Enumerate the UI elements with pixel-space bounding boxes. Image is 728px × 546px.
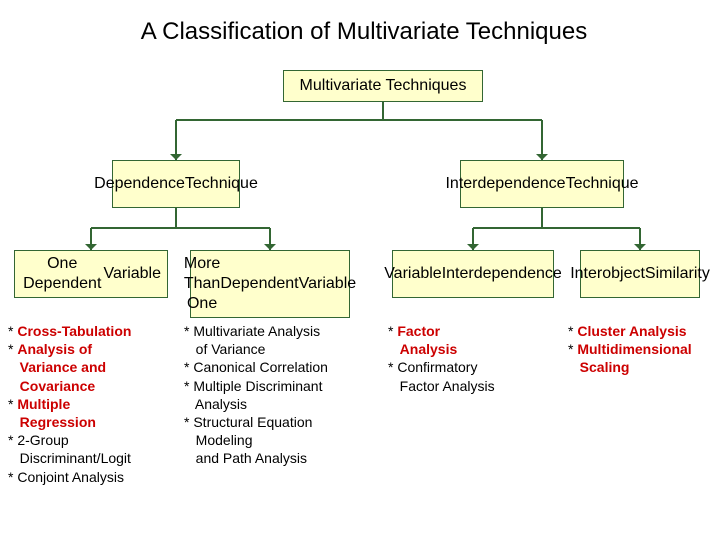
list-item: * Multidimensional <box>568 340 692 358</box>
node-label-line: Interdependence <box>445 174 565 194</box>
node-label-line: Dependence <box>94 174 185 194</box>
list-item: Analysis <box>184 395 328 413</box>
list-item: Regression <box>8 413 131 431</box>
list-item: Discriminant/Logit <box>8 449 131 467</box>
node-label-line: Variable <box>299 274 357 294</box>
node-dependence: DependenceTechnique <box>112 160 240 208</box>
list-item: and Path Analysis <box>184 449 328 467</box>
node-interdependence: InterdependenceTechnique <box>460 160 624 208</box>
list-item: * 2-Group <box>8 431 131 449</box>
list-item: Modeling <box>184 431 328 449</box>
node-variable-interdependence: VariableInterdependence <box>392 250 554 298</box>
list-item: Variance and <box>8 358 131 376</box>
node-label-line: Interdependence <box>442 264 562 284</box>
list-more-than-one: * Multivariate Analysis of Variance* Can… <box>184 322 328 468</box>
node-label-line: Similarity <box>645 264 710 284</box>
node-label-line: Variable <box>103 264 161 284</box>
list-item: * Cross-Tabulation <box>8 322 131 340</box>
list-item: * Factor <box>388 322 495 340</box>
list-item: * Cluster Analysis <box>568 322 692 340</box>
node-label-line: Multivariate Techniques <box>300 76 467 96</box>
list-item: * Confirmatory <box>388 358 495 376</box>
list-item: Covariance <box>8 377 131 395</box>
list-one-dependent: * Cross-Tabulation* Analysis of Variance… <box>8 322 131 486</box>
list-item: Analysis <box>388 340 495 358</box>
list-item: * Multiple <box>8 395 131 413</box>
list-item: * Multiple Discriminant <box>184 377 328 395</box>
node-root: Multivariate Techniques <box>283 70 483 102</box>
list-item: * Structural Equation <box>184 413 328 431</box>
list-item: Factor Analysis <box>388 377 495 395</box>
list-item: * Multivariate Analysis <box>184 322 328 340</box>
node-interobject-similarity: InterobjectSimilarity <box>580 250 700 298</box>
list-item: of Variance <box>184 340 328 358</box>
page-title: A Classification of Multivariate Techniq… <box>0 18 728 46</box>
node-one-dependent: One DependentVariable <box>14 250 168 298</box>
list-item: Scaling <box>568 358 692 376</box>
list-item: * Analysis of <box>8 340 131 358</box>
list-item: * Conjoint Analysis <box>8 468 131 486</box>
node-more-than-one: More Than OneDependentVariable <box>190 250 350 318</box>
node-label-line: Interobject <box>570 264 645 284</box>
node-label-line: Variable <box>384 264 442 284</box>
node-label-line: Dependent <box>220 274 298 294</box>
list-interobject-similarity: * Cluster Analysis* Multidimensional Sca… <box>568 322 692 377</box>
node-label-line: More Than One <box>184 254 220 314</box>
list-variable-interdependence: * Factor Analysis* Confirmatory Factor A… <box>388 322 495 395</box>
node-label-line: Technique <box>185 174 258 194</box>
node-label-line: One Dependent <box>21 254 103 294</box>
node-label-line: Technique <box>566 174 639 194</box>
list-item: * Canonical Correlation <box>184 358 328 376</box>
